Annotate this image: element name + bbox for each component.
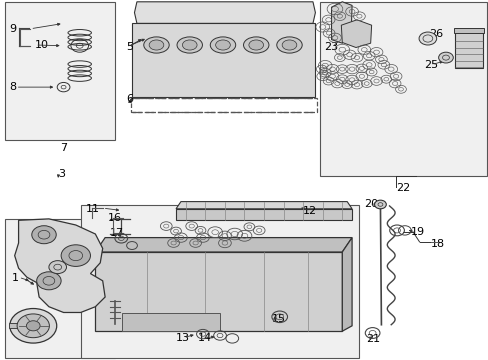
- Text: 20: 20: [364, 199, 378, 210]
- Text: 21: 21: [365, 334, 379, 344]
- Ellipse shape: [215, 40, 230, 50]
- Text: 16: 16: [107, 213, 122, 223]
- Text: 8: 8: [9, 82, 16, 92]
- Polygon shape: [122, 313, 220, 331]
- Text: 17: 17: [110, 228, 124, 238]
- Polygon shape: [341, 20, 371, 48]
- Bar: [454, 32, 482, 68]
- Polygon shape: [176, 209, 351, 220]
- Text: 15: 15: [271, 314, 285, 324]
- Bar: [5, 2, 115, 140]
- Bar: [131, 98, 316, 112]
- Text: 7: 7: [60, 143, 67, 153]
- Bar: [9, 323, 19, 328]
- Text: 5: 5: [126, 42, 133, 52]
- Circle shape: [37, 272, 61, 290]
- Text: 2: 2: [9, 320, 16, 330]
- Bar: [320, 2, 486, 176]
- Text: 12: 12: [303, 206, 317, 216]
- Circle shape: [49, 261, 66, 274]
- Polygon shape: [15, 219, 105, 312]
- Bar: [453, 28, 483, 33]
- Circle shape: [438, 52, 452, 63]
- Bar: [81, 205, 359, 358]
- Polygon shape: [331, 2, 351, 43]
- Ellipse shape: [282, 40, 296, 50]
- Circle shape: [17, 314, 49, 338]
- Circle shape: [32, 226, 56, 244]
- Ellipse shape: [248, 40, 263, 50]
- Text: 9: 9: [9, 24, 16, 34]
- Circle shape: [418, 32, 436, 45]
- Circle shape: [374, 200, 386, 209]
- Text: 24: 24: [453, 60, 467, 70]
- Text: 18: 18: [430, 239, 445, 249]
- Polygon shape: [176, 202, 351, 209]
- Ellipse shape: [210, 37, 235, 53]
- Ellipse shape: [177, 37, 202, 53]
- Text: 25: 25: [424, 60, 438, 70]
- Text: 23: 23: [324, 42, 338, 52]
- Text: 13: 13: [176, 333, 190, 343]
- Polygon shape: [95, 238, 351, 252]
- Polygon shape: [95, 252, 342, 331]
- Ellipse shape: [149, 40, 163, 50]
- Ellipse shape: [276, 37, 302, 53]
- Text: 6: 6: [126, 94, 133, 104]
- Text: 3: 3: [58, 168, 64, 179]
- Circle shape: [10, 309, 57, 343]
- Text: 19: 19: [410, 227, 424, 237]
- Text: 1: 1: [12, 273, 19, 283]
- Text: 11: 11: [85, 204, 100, 214]
- Bar: [5, 219, 115, 358]
- Text: 14: 14: [198, 333, 212, 343]
- Text: 22: 22: [395, 183, 409, 193]
- Ellipse shape: [143, 37, 169, 53]
- Circle shape: [61, 245, 90, 266]
- Ellipse shape: [182, 40, 197, 50]
- Circle shape: [26, 321, 40, 331]
- Ellipse shape: [243, 37, 268, 53]
- Text: 4: 4: [27, 233, 34, 243]
- Polygon shape: [132, 23, 315, 97]
- Text: 10: 10: [35, 40, 49, 50]
- Polygon shape: [134, 2, 315, 23]
- Text: 26: 26: [428, 29, 443, 39]
- Polygon shape: [342, 238, 351, 331]
